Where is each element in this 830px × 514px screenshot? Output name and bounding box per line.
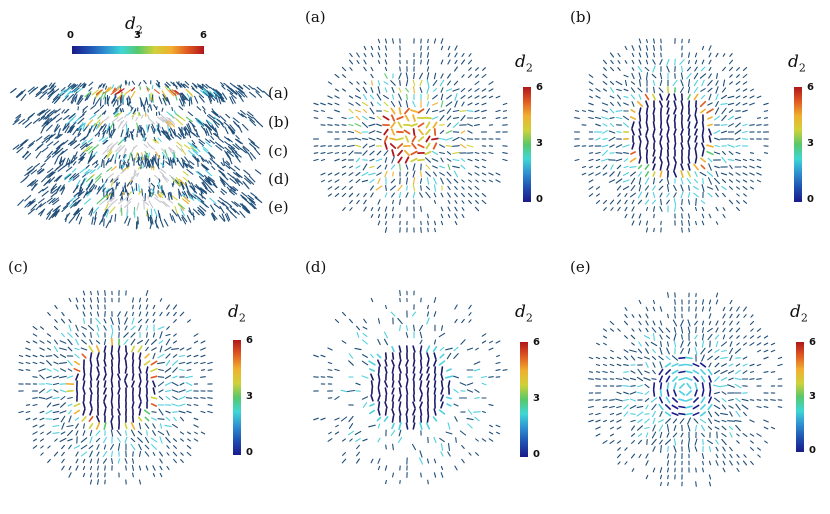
panel-e-tick-6: 6 <box>809 337 816 348</box>
panel-e-tick-3: 3 <box>809 391 816 402</box>
panel-a-tick-3: 3 <box>536 138 543 149</box>
overview-colorbar-title: d2 <box>125 14 143 37</box>
panel-a-colorbar-title: d2 <box>515 52 533 75</box>
overview-tick-6: 6 <box>200 30 207 41</box>
panel-b-label: (b) <box>570 8 592 26</box>
panel-e-vector-field <box>588 292 783 487</box>
panel-a-label: (a) <box>305 8 326 26</box>
panel-c-tick-0: 0 <box>246 447 253 458</box>
overview-label-b: (b) <box>268 113 290 131</box>
overview-label-e: (e) <box>268 198 289 216</box>
overview-label-d: (d) <box>268 170 290 188</box>
overview-stack-illustration <box>10 79 271 230</box>
panel-d-tick-0: 0 <box>533 449 540 460</box>
overview-panel: d2 0 3 6 (a) (b) (c) (d) (e) <box>0 0 300 230</box>
panel-e-colorbar-title: d2 <box>790 302 808 325</box>
panel-d-colorbar <box>520 342 528 457</box>
panel-c-tick-6: 6 <box>246 335 253 346</box>
panel-c-colorbar <box>233 340 241 455</box>
overview-tick-0: 0 <box>67 30 74 41</box>
panel-e-colorbar <box>796 342 804 452</box>
panel-c-label: (c) <box>8 258 29 276</box>
panel-b-tick-3: 3 <box>807 138 814 149</box>
panel-d-colorbar-title: d2 <box>515 302 533 325</box>
panel-a-tick-0: 0 <box>536 194 543 205</box>
overview-tick-3: 3 <box>134 30 141 41</box>
panel-d-label: (d) <box>305 258 327 276</box>
panel-b-tick-0: 0 <box>807 194 814 205</box>
panel-a-vector-field <box>313 38 508 233</box>
panel-d-vector-field <box>313 289 508 485</box>
panel-e-label: (e) <box>570 258 591 276</box>
panel-c-tick-3: 3 <box>246 391 253 402</box>
panel-e-tick-0: 0 <box>809 445 816 456</box>
panel-b-vector-field <box>574 38 770 233</box>
panel-b-tick-6: 6 <box>807 82 814 93</box>
panel-a-colorbar <box>523 87 531 202</box>
panel-c-colorbar-title: d2 <box>228 302 246 325</box>
panel-c-vector-field <box>18 290 213 485</box>
panel-d-tick-3: 3 <box>533 393 540 404</box>
overview-colorbar <box>72 46 204 54</box>
panel-b-colorbar-title: d2 <box>788 52 806 75</box>
overview-label-a: (a) <box>268 84 289 102</box>
overview-label-c: (c) <box>268 142 289 160</box>
panel-b-colorbar <box>794 87 802 202</box>
panel-d-tick-6: 6 <box>533 337 540 348</box>
panel-a-tick-6: 6 <box>536 82 543 93</box>
